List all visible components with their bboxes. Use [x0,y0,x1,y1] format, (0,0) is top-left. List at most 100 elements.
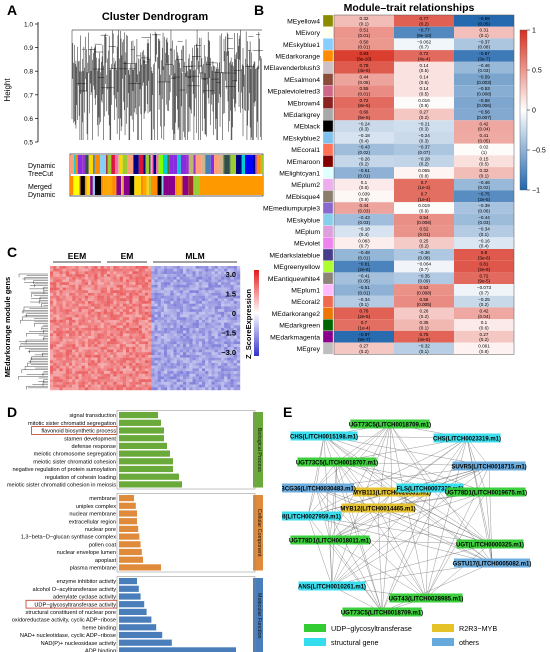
cell-value: −0.34 [478,227,490,232]
cell-value: −0.43 [358,215,370,220]
network-node-box [290,431,358,441]
module-label: MEdarkorange [275,53,320,60]
heatmap-cell [394,190,454,203]
cell-pvalue: (0.9) [359,197,369,202]
cell-pvalue: (1e-3) [418,185,431,190]
cell-pvalue: (0.3) [419,127,429,132]
cell-pvalue: (0.4) [359,138,369,143]
go-bar [119,442,167,449]
cell-value: 0.75 [420,332,429,337]
heatmap-cell [394,213,454,226]
module-label: MEplum [295,229,320,236]
network-node: CHI(LITCH0027959.m1) [282,511,342,521]
cell-value: −0.98 [478,16,490,21]
module-label: MEcoral1 [291,147,320,154]
gene-tree [18,273,48,390]
cell-pvalue: (0.02) [478,185,490,190]
cell-value: −0.26 [358,156,370,161]
expression-cells [50,266,241,391]
go-term-label: UDP−glycosyltransferase activity [34,602,116,608]
row2-label-line2: Dynamic [28,192,56,199]
heatmap-row: MEplum1 −0.51(0.01) 0.53(0.008) −0.073(0.7) [291,283,514,296]
network-node-box [389,593,463,603]
module-color-swatch [322,319,334,332]
cell-pvalue: (0.1) [479,33,489,38]
cell-pvalue: (0.01) [358,45,370,50]
heatmap-cell [394,132,454,144]
cell-value: −0.25 [478,297,490,302]
module-color-swatch [322,295,334,308]
legend-label: structural gene [331,638,379,647]
network-node: ANS(LITCH0010261.m1) [298,581,366,591]
cell-value: 0.8 [481,250,488,255]
cell-value: −0.36 [418,250,430,255]
cell-pvalue: (0.2) [479,337,489,342]
cell-pvalue: (0.6) [359,185,369,190]
heatmap-cell [454,167,514,179]
heatmap-cell [394,15,454,27]
module-label: MEskyblue [287,217,320,224]
module-label: MEcoral2 [291,299,320,306]
network-node-label: FLS(LITCH0007338.m1) [397,486,464,492]
cell-value: 0.93 [360,51,369,56]
cell-value: −0.062 [417,39,432,44]
heatmap-row: MElightcyan1 −0.51(0.01) 0.055(0.8) 0.32(0.… [279,166,514,179]
cell-value: −0.75 [478,192,490,197]
cell-pvalue: (0.8) [419,173,429,178]
network-node-label: UGT73C5(LITCH0018709.m1) [341,610,423,616]
heatmap-cell [454,330,514,343]
go-term-label: oxidoreductase activity, cyclic ADP−ribo… [12,618,116,624]
cell-value: 0.35 [420,320,429,325]
cell-value: 0.44 [360,203,369,208]
heatmap-cell [334,96,394,109]
cell-pvalue: (0.05) [478,21,490,26]
network-node: MYB111(LITCH0026531.m1) [353,487,431,497]
module-label: MEviolet [294,241,320,248]
network-node-box [452,461,526,471]
module-trait-heatmap: Module–trait relationships MEyellow4 0.32… [263,2,546,360]
heatmap-cell [454,85,514,97]
heatmap-cell [334,342,394,355]
colorbar-tick: 0.5 [532,68,542,75]
go-group: signal transduction mitotic sister chroma… [7,410,263,490]
network-node-box [341,503,415,513]
network-node-label: UGT73C5(LITCH0018707.m1) [296,460,378,466]
module-color-swatch [322,108,334,121]
cell-value: −0.51 [358,168,370,173]
go-term-label: mitotic sister chromatid segregation [28,421,116,427]
cell-value: −0.46 [478,63,490,68]
heatmap-cell [454,213,514,226]
heatmap-cell [454,155,514,168]
cell-pvalue: (0.5) [479,162,489,167]
legend-swatch [304,638,326,646]
network-node: UGT43(LITCH0028985.m1) [389,593,463,603]
heatmap-cell [394,143,454,156]
heatmap-cell [394,295,454,308]
module-color-swatch [322,190,334,203]
cell-value: 0.32 [360,16,369,21]
module-label: MEmaroon [287,159,320,166]
cell-pvalue: (0.9) [419,103,429,108]
network-node: ABCG36(LITCH0030483.m1) [282,483,356,493]
heatmap-cell [394,330,454,343]
colorbar-tick: 1 [532,28,536,35]
heatmap-cell [334,26,394,39]
module-color-swatch [322,131,334,144]
go-term-label: nuclear envelope lumen [57,550,116,556]
heatmap-row: MEplum2 0.1(0.6) 0.7(1e-3) −0.46(0.02) [291,178,514,191]
heatmap-row: MEsalmon4 0.44(0.06) 0.14(0.5) −0.59(0.003) [284,73,514,86]
cell-pvalue: (0.5) [419,68,429,73]
module-label: MEdarkorange2 [272,311,321,318]
dendrogram-ylabel: Height [3,78,12,102]
go-category-strip [253,495,263,571]
cell-value: −0.43 [358,145,370,150]
heatmap-row: MEdarkslateblue −0.48(0.01) −0.36(0.08) 0.8… [269,248,514,261]
cell-value: −0.18 [358,133,370,138]
dendrogram-ytick: 0.8 [24,69,33,76]
go-bar [119,631,163,639]
network-node-box [342,607,422,617]
network-legend: UDP−glycosyltransferase R2R3−MYB structura… [304,624,497,647]
network-node: MYB12(LITCH0014465.m1) [340,503,416,513]
network-node-label: CHS(LITCH0023319.m1) [433,436,501,442]
module-color-swatch [322,178,334,191]
